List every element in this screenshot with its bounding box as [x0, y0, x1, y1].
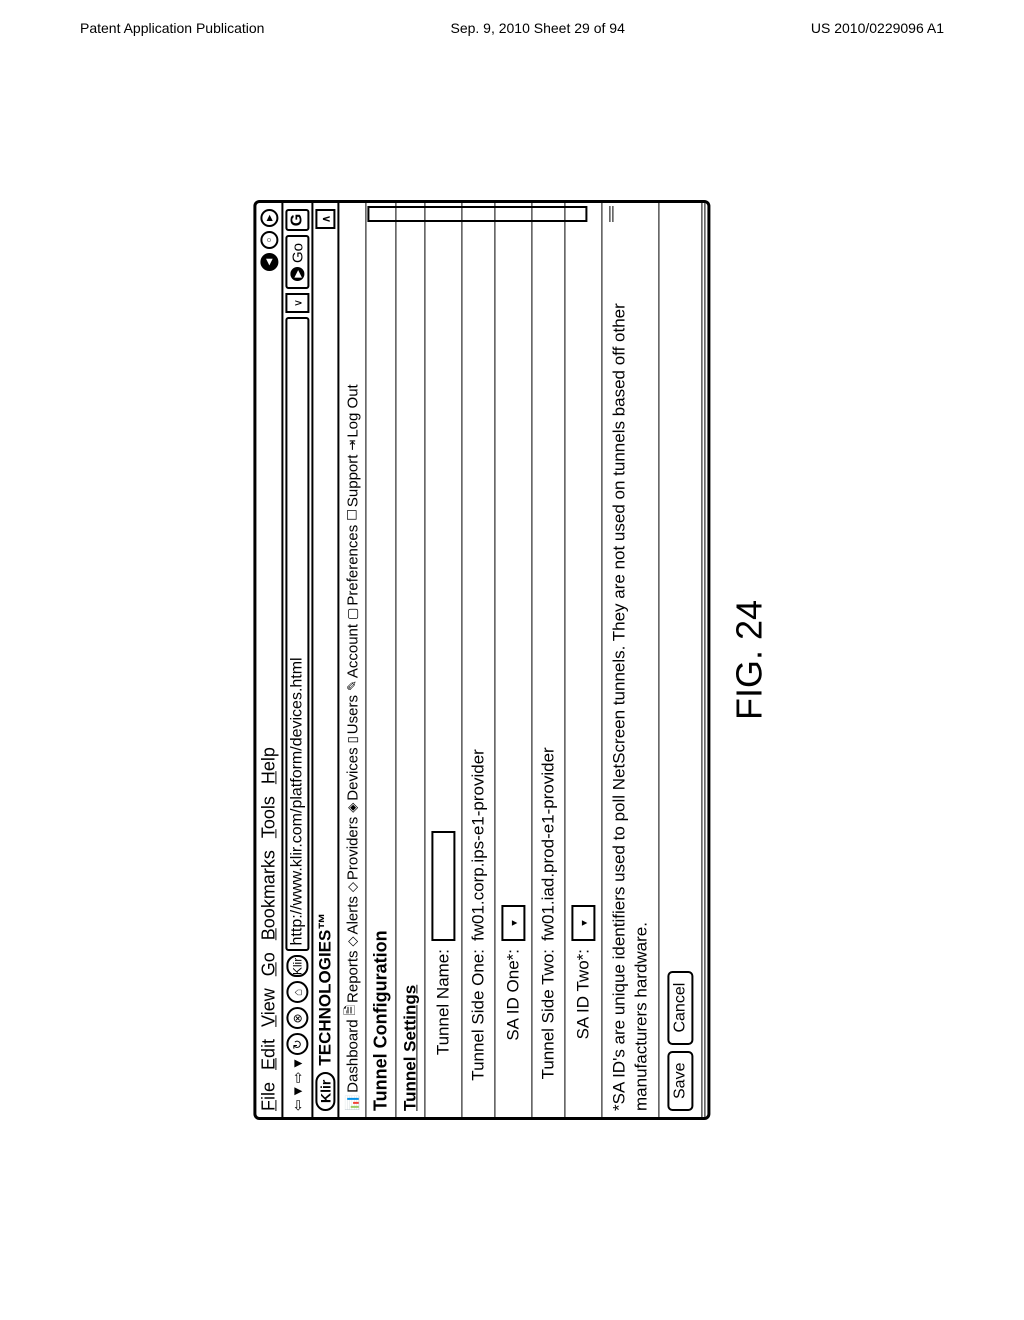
scroll-up-button[interactable]: ∧ [315, 209, 335, 229]
search-engine-button[interactable]: G [285, 209, 309, 231]
side-one-value: fw01.corp.ips-e1-provider [468, 749, 488, 941]
sa-two-select[interactable]: ▾ [571, 905, 595, 941]
logout-icon: ⇥ [344, 440, 360, 451]
nav-alerts[interactable]: ◇Alerts [344, 896, 361, 946]
brand-bar: Klir TECHNOLOGIES™ ∧ [313, 203, 339, 1117]
support-icon: ☐ [344, 509, 360, 521]
subsection-title: Tunnel Settings [396, 203, 425, 1117]
restore-icon[interactable]: ▫ [260, 231, 278, 249]
side-two-label: Tunnel Side Two: [538, 941, 558, 1111]
menu-bookmarks[interactable]: Bookmarks [258, 850, 279, 940]
scrollbar-bottom-icon [610, 206, 618, 222]
address-bar[interactable]: http://www.klir.com/platform/devices.htm… [285, 317, 309, 951]
side-two-value: fw01.iad.prod-e1-provider [538, 747, 558, 941]
url-dropdown[interactable]: ∨ [285, 293, 309, 313]
pub-left: Patent Application Publication [80, 20, 264, 36]
nav-preferences[interactable]: ▢Preferences [344, 525, 361, 620]
nav-toolbar: ⇦ ▾ ⇨ ▾ ↻ ⊗ ⌂ Klir http://www.klir.com/p… [283, 203, 313, 1117]
cancel-button[interactable]: Cancel [668, 971, 694, 1045]
preferences-icon: ▢ [344, 608, 360, 620]
section-title: Tunnel Configuration [366, 203, 396, 1117]
site-icon: Klir [286, 955, 308, 977]
menu-help[interactable]: Help [258, 747, 279, 784]
sa-two-label: SA ID Two*: [573, 941, 593, 1111]
nav-providers[interactable]: ◇Providers [344, 817, 361, 892]
tunnel-name-label: Tunnel Name: [433, 941, 453, 1111]
reload-button[interactable]: ↻ [286, 1033, 308, 1055]
devices-icon: ◈ [344, 803, 360, 813]
browser-window: File Edit View Go Bookmarks Tools Help ◄… [253, 200, 710, 1120]
brand-logo: Klir [315, 1072, 335, 1111]
menu-go[interactable]: Go [258, 952, 279, 976]
sa-one-select[interactable]: ▾ [501, 905, 525, 941]
menu-view[interactable]: View [258, 988, 279, 1027]
nav-logout[interactable]: ⇥Log Out [344, 384, 361, 450]
menu-bar: File Edit View Go Bookmarks Tools Help ◄… [256, 203, 283, 1117]
close-icon[interactable]: ▸ [260, 209, 278, 227]
reports-icon: 🗎 [341, 1005, 363, 1015]
home-button[interactable]: ⌂ [286, 981, 308, 1003]
nav-devices[interactable]: ◈Devices [344, 747, 361, 812]
side-one-label: Tunnel Side One: [468, 941, 488, 1111]
brand-name: TECHNOLOGIES™ [315, 913, 335, 1066]
account-icon: ✎ [344, 680, 360, 691]
stop-button[interactable]: ⊗ [286, 1007, 308, 1029]
dashboard-icon: 📊 [344, 1095, 360, 1111]
figure-label: FIG. 24 [729, 200, 771, 1120]
nav-reports[interactable]: 🗎Reports [341, 950, 363, 1015]
nav-support[interactable]: ☐Support [344, 455, 361, 521]
pub-right: US 2010/0229096 A1 [811, 20, 944, 36]
forward-button[interactable]: ⇨ [289, 1072, 306, 1084]
save-button[interactable]: Save [668, 1051, 694, 1111]
scrollbar-thumb[interactable] [367, 206, 587, 222]
menu-edit[interactable]: Edit [258, 1039, 279, 1070]
minimize-icon[interactable]: ◄ [260, 253, 278, 271]
nav-account[interactable]: ✎Account [344, 624, 361, 691]
pub-center: Sep. 9, 2010 Sheet 29 of 94 [450, 20, 624, 36]
nav-users[interactable]: ▯Users [344, 695, 361, 743]
statusbar [702, 203, 708, 1117]
alerts-icon: ◇ [344, 936, 360, 946]
footnote: *SA ID's are unique identifiers used to … [602, 203, 659, 1117]
nav-dashboard[interactable]: 📊Dashboard [344, 1019, 361, 1111]
go-button[interactable]: ▶Go [285, 235, 309, 289]
app-nav: 📊Dashboard 🗎Reports ◇Alerts ◇Providers ◈… [339, 203, 366, 1117]
menu-tools[interactable]: Tools [258, 796, 279, 838]
back-button[interactable]: ⇦ [289, 1099, 306, 1111]
tunnel-name-input[interactable] [431, 831, 455, 941]
providers-icon: ◇ [344, 882, 360, 892]
menu-file[interactable]: File [258, 1082, 279, 1111]
users-icon: ▯ [344, 736, 360, 743]
sa-one-label: SA ID One*: [503, 941, 523, 1111]
